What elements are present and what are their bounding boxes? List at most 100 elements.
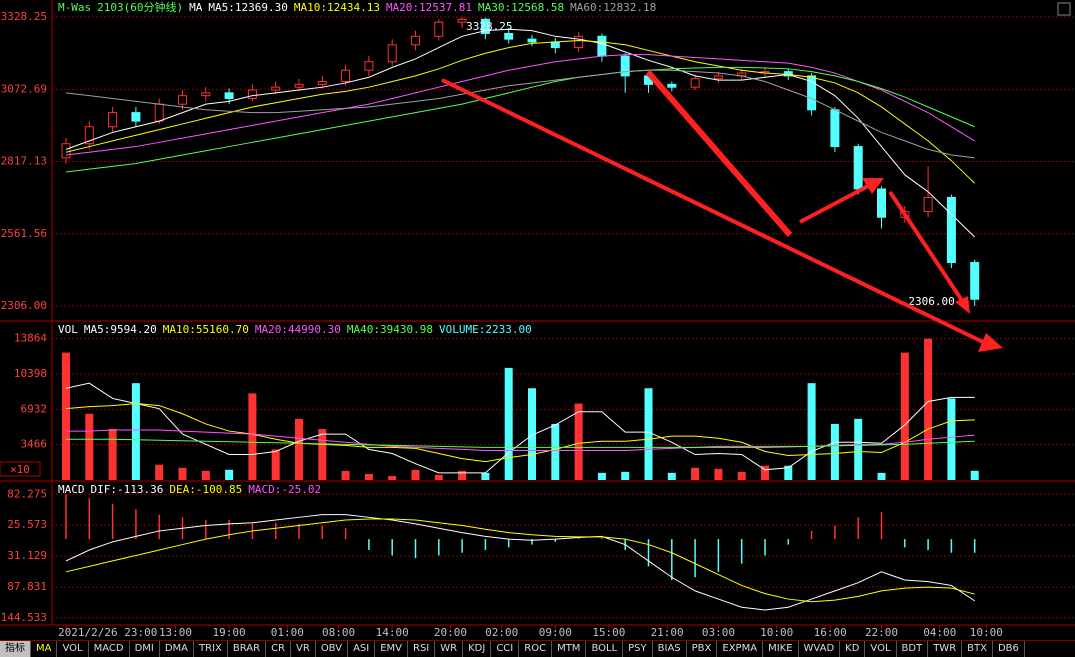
x-tick-label: 09:00 <box>539 626 572 639</box>
y-tick-label: 3328.25 <box>1 10 47 23</box>
volume-bar <box>924 338 933 480</box>
line <box>65 54 975 156</box>
indicator-tab[interactable]: TWR <box>928 641 963 657</box>
indicator-tab[interactable]: PSY <box>623 641 653 657</box>
indicator-tabs: 指标 MA VOL MACD DMI DMA TRIX BRAR CR VR OBV ASI EMV RS… <box>0 640 1075 657</box>
indicator-tab[interactable]: CR <box>266 641 292 657</box>
candle-body <box>224 92 234 99</box>
indicator-tab[interactable]: DMI <box>130 641 160 657</box>
volume-bar <box>318 429 327 480</box>
unit-label: ×10 <box>10 463 30 476</box>
indicator-tab[interactable]: RSI <box>408 641 436 657</box>
trend-arrow <box>888 190 967 307</box>
volume-bar <box>854 418 863 480</box>
header-text: VOL <box>58 323 78 336</box>
indicator-tab[interactable]: EXPMA <box>717 641 764 657</box>
x-tick-label: 10:00 <box>760 626 793 639</box>
header-text: MACD <box>58 483 85 496</box>
candle-body <box>713 75 723 80</box>
indicator-tab[interactable]: VR <box>291 641 316 657</box>
indicator-tab[interactable]: ROC <box>519 641 553 657</box>
candle-body <box>550 41 560 49</box>
indicator-tab[interactable]: VOL <box>865 641 897 657</box>
candle-body <box>667 83 677 88</box>
x-tick-label: 15:00 <box>592 626 625 639</box>
x-tick-label: 2021/2/26 23:00 <box>58 626 157 639</box>
candle-body <box>457 18 467 23</box>
trend-arrow <box>441 78 986 345</box>
indicator-tab[interactable]: BIAS <box>653 641 687 657</box>
candle-body <box>830 109 840 148</box>
x-tick-label: 04:00 <box>923 626 956 639</box>
trend-arrow <box>799 183 871 224</box>
volume-bar <box>947 398 956 480</box>
candle-body <box>201 92 211 97</box>
line <box>65 66 975 173</box>
header-text: MA <box>189 1 203 14</box>
header-text: MA20:12537.81 <box>386 1 472 14</box>
y-tick-label: 82.275 <box>7 487 47 500</box>
volume-bar <box>900 352 909 480</box>
x-tick-label: 20:00 <box>434 626 467 639</box>
header-text: MA60:12832.18 <box>570 1 656 14</box>
volume-bar <box>458 470 467 480</box>
candle-body <box>970 261 980 300</box>
header-text: MA5:12369.30 <box>208 1 287 14</box>
header-text: MA10:55160.70 <box>163 323 249 336</box>
header-text: 2103(60分钟线) <box>97 0 183 14</box>
indicator-tab[interactable]: BOLL <box>586 641 624 657</box>
candle-body <box>61 143 71 159</box>
window-button[interactable] <box>1057 2 1071 16</box>
volume-bar <box>271 449 280 480</box>
indicator-tab[interactable]: BRAR <box>228 641 267 657</box>
volume-bar <box>784 465 793 480</box>
indicator-tab[interactable]: WR <box>435 641 464 657</box>
indicator-tab[interactable]: MIKE <box>763 641 799 657</box>
indicator-tab[interactable]: VOL <box>57 641 89 657</box>
volume-bar <box>225 469 234 480</box>
indicator-tab[interactable]: WVAD <box>799 641 841 657</box>
indicator-tab[interactable]: DMA <box>160 641 195 657</box>
indicator-tab[interactable]: KDJ <box>463 641 492 657</box>
volume-bar <box>621 471 630 480</box>
volume-bar <box>970 470 979 480</box>
candle-body <box>364 61 374 71</box>
indicator-tab[interactable]: OBV <box>316 641 349 657</box>
volume-bar <box>388 475 397 480</box>
indicator-tab[interactable]: EMV <box>375 641 409 657</box>
header-text: MA20:44990.30 <box>255 323 341 336</box>
indicator-tab[interactable]: CCI <box>491 641 520 657</box>
volume-bar <box>551 423 560 480</box>
line <box>65 403 975 463</box>
high-label: 3328.25 <box>466 20 512 33</box>
volume-bar <box>807 383 816 480</box>
indicator-tab[interactable]: KD <box>840 641 866 657</box>
y-tick-label: 3072.69 <box>1 82 47 95</box>
indicator-tab[interactable]: 指标 <box>0 641 31 657</box>
indicator-tab[interactable]: BTX <box>962 641 993 657</box>
header-text: VOLUME:2233.00 <box>439 323 532 336</box>
header-text: MA5:9594.20 <box>84 323 157 336</box>
candle-body <box>387 44 397 63</box>
x-tick-label: 19:00 <box>213 626 246 639</box>
indicator-tab[interactable]: MACD <box>89 641 130 657</box>
indicator-tab[interactable]: PBX <box>687 641 718 657</box>
candle-body <box>341 69 351 83</box>
candle-body <box>877 188 886 218</box>
indicator-tab[interactable]: ASI <box>348 641 376 657</box>
indicator-tab[interactable]: TRIX <box>194 641 228 657</box>
indicator-tab[interactable]: MA <box>31 641 58 657</box>
volume-bar <box>830 423 839 480</box>
candle-body <box>131 112 141 122</box>
line <box>65 514 975 611</box>
candle-body <box>434 21 444 37</box>
x-tick-label: 16:00 <box>814 626 847 639</box>
indicator-tab[interactable]: BDT <box>897 641 929 657</box>
indicator-tab[interactable]: DB6 <box>993 641 1025 657</box>
indicator-tab[interactable]: MTM <box>552 641 587 657</box>
volume-bar <box>737 471 746 480</box>
candle-body <box>527 38 537 43</box>
line <box>65 382 975 474</box>
candle-body <box>317 81 327 85</box>
